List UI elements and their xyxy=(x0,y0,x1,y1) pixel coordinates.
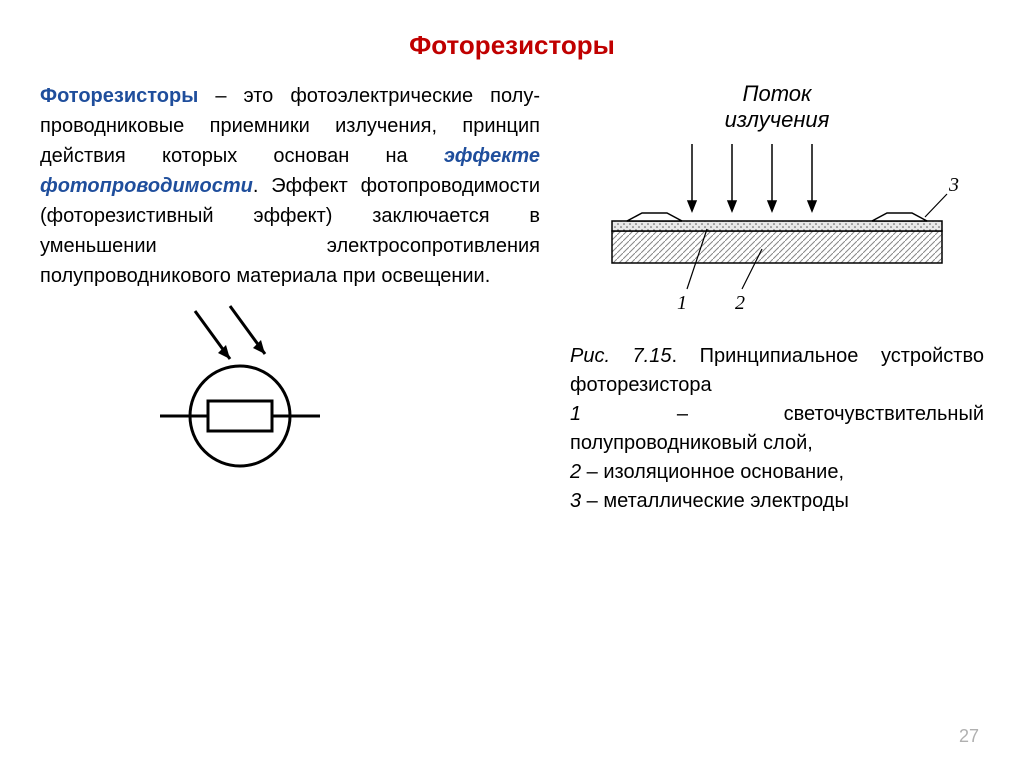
diagram-label-2: 2 xyxy=(735,292,745,314)
photoresistor-symbol-icon xyxy=(140,301,340,481)
diagram-label-1: 1 xyxy=(677,292,687,314)
legend-num-1: 1 xyxy=(570,403,581,425)
legend-text-1: – светочувствительный полупроводниковый … xyxy=(570,403,984,454)
legend-num-3: 3 xyxy=(570,490,581,512)
page-number: 27 xyxy=(959,726,979,747)
legend-num-2: 2 xyxy=(570,461,581,483)
definition-paragraph: Фоторезисторы – это фотоэлектрические по… xyxy=(40,81,540,291)
content-row: Фоторезисторы – это фотоэлектрические по… xyxy=(40,81,984,516)
figure-number: Рис. 7.15 xyxy=(570,345,671,367)
legend-text-3: – металлические электроды xyxy=(581,490,849,512)
device-diagram: 3 1 2 xyxy=(587,139,967,324)
figure-caption: Рис. 7.15. Принципиальное устройство фот… xyxy=(570,342,984,516)
term-photoresistors: Фоторезисторы xyxy=(40,85,198,107)
page-title: Фоторезисторы xyxy=(40,30,984,61)
diagram-label-3: 3 xyxy=(948,174,959,196)
right-column: Поток излучения xyxy=(570,81,984,516)
flux-label: Поток излучения xyxy=(570,81,984,133)
flux-label-line2: излучения xyxy=(725,107,830,132)
legend-text-2: – изоляционное основание, xyxy=(581,461,844,483)
flux-label-line1: Поток xyxy=(743,81,812,106)
left-column: Фоторезисторы – это фотоэлектрические по… xyxy=(40,81,540,516)
